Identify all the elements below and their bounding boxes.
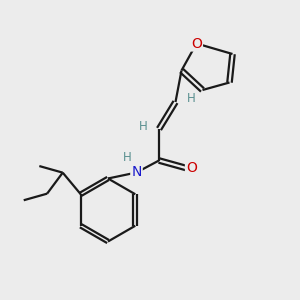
- Text: H: H: [139, 119, 148, 133]
- Text: H: H: [187, 92, 196, 106]
- Text: H: H: [123, 151, 132, 164]
- Text: O: O: [191, 37, 202, 50]
- Text: O: O: [186, 161, 197, 175]
- Text: N: N: [131, 166, 142, 179]
